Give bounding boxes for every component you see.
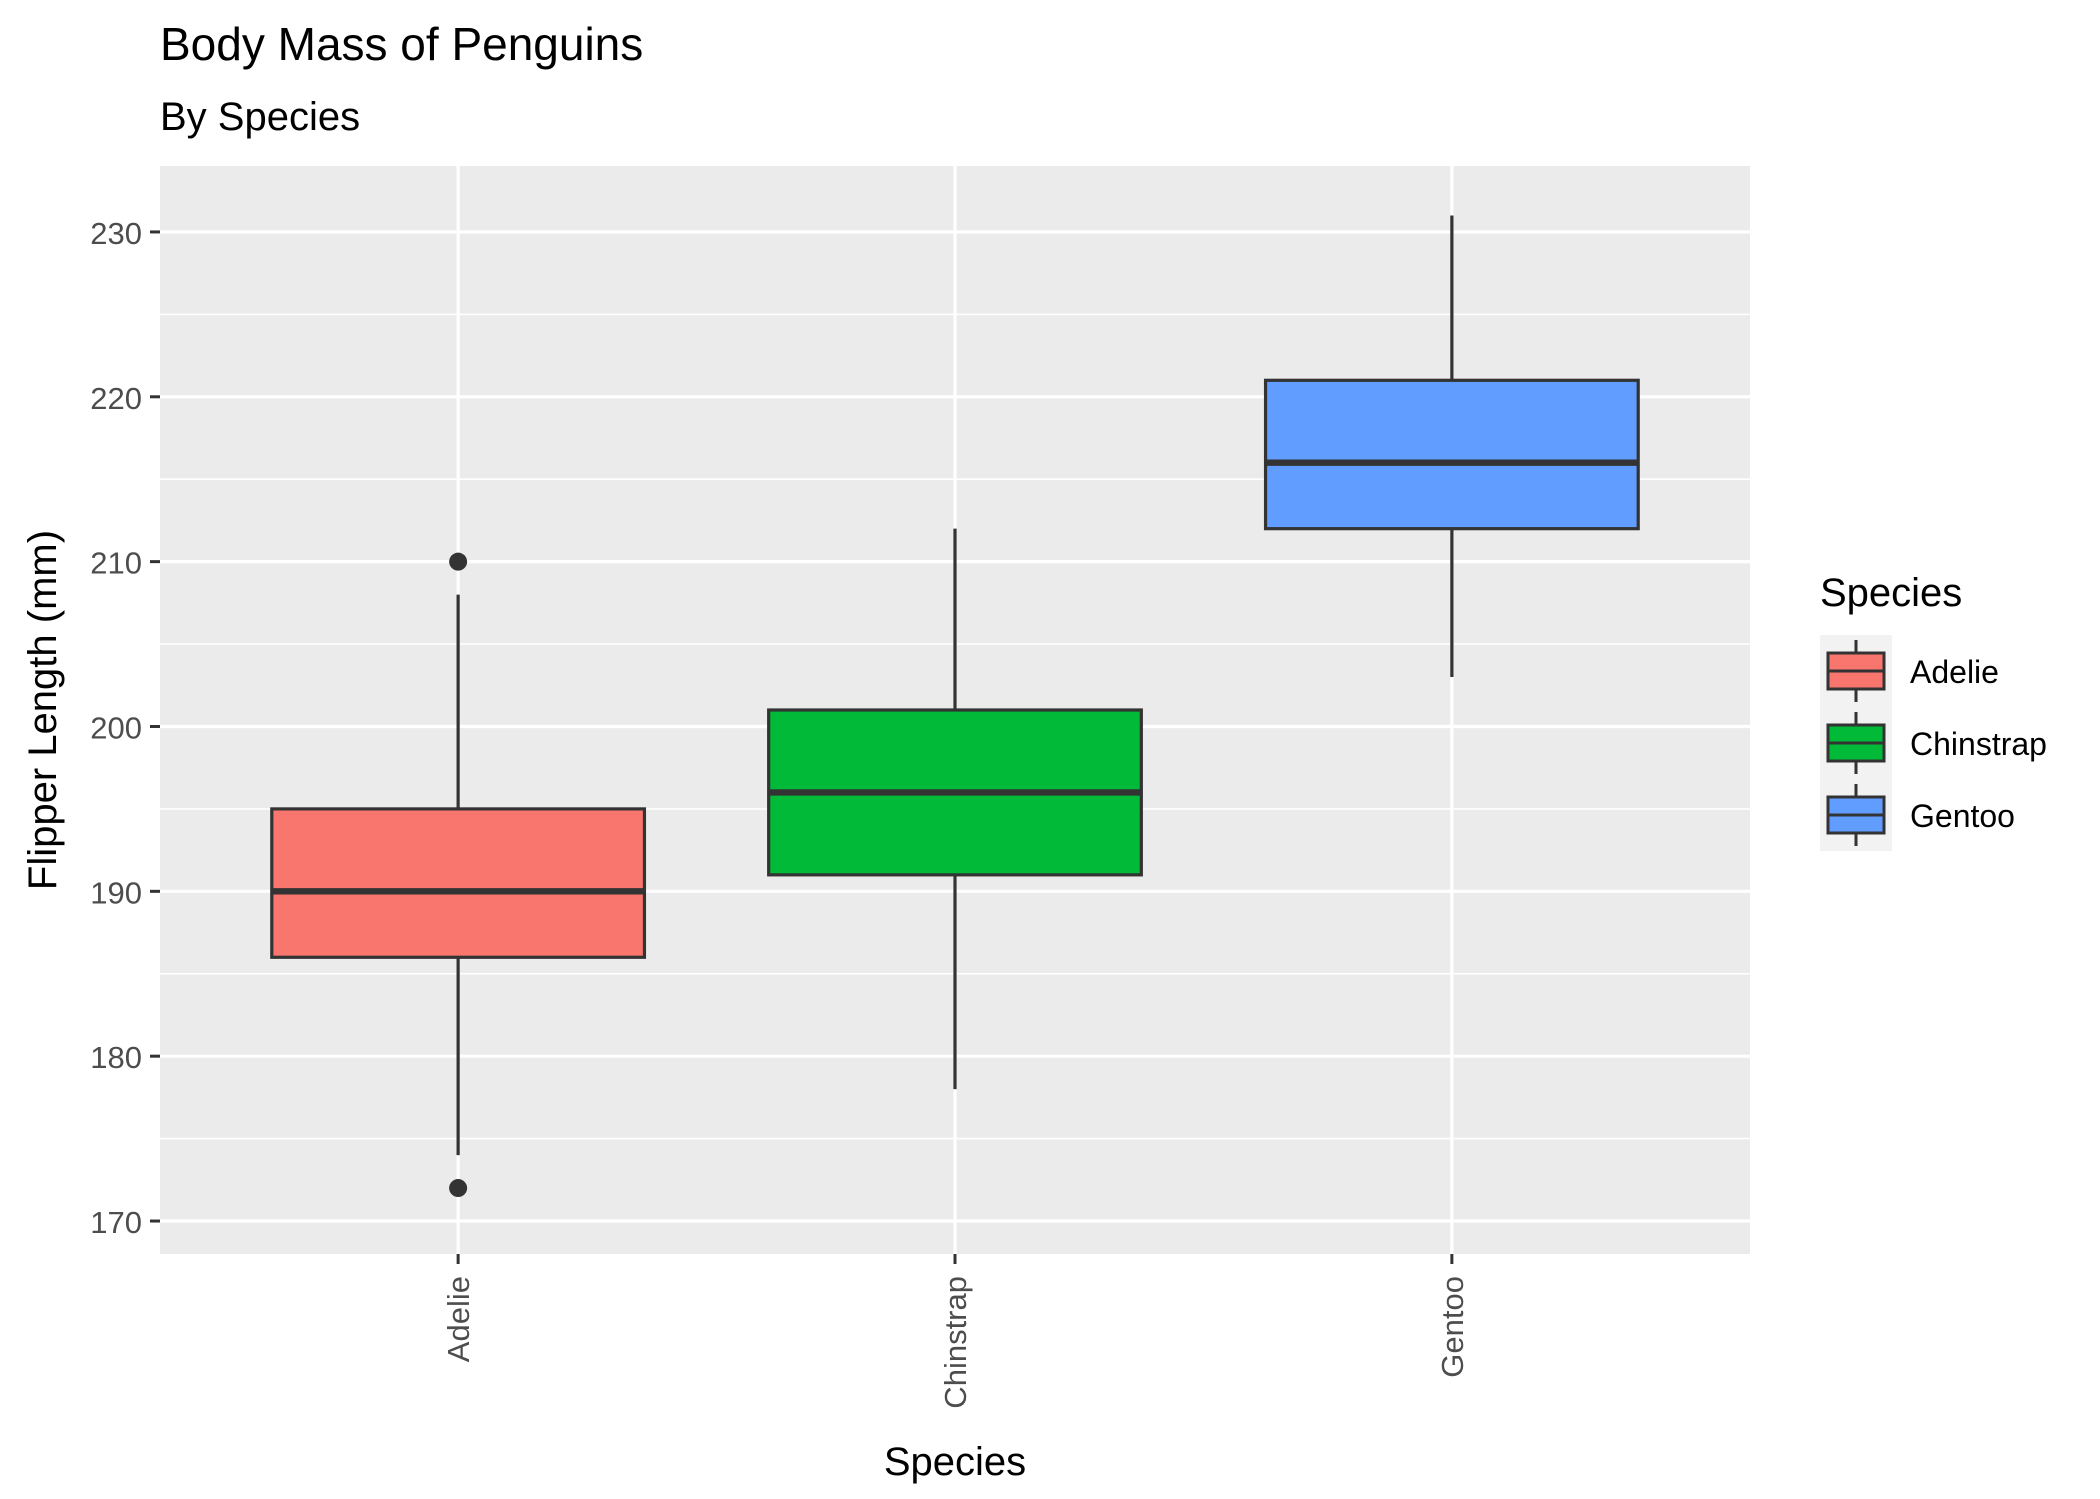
box-chinstrap	[767, 528, 1143, 1090]
box-series	[270, 215, 1640, 1198]
y-axis: 170 180 190 200 210 220 230	[90, 216, 160, 1240]
x-axis-title: Species	[884, 1440, 1026, 1484]
legend: Species Adelie Chinstrap Gentoo	[1820, 571, 2047, 851]
legend-title: Species	[1820, 571, 1962, 615]
y-tick-label: 200	[90, 710, 142, 745]
outlier-point	[449, 1179, 468, 1198]
legend-label: Chinstrap	[1910, 726, 2047, 762]
box-iqr	[1263, 378, 1640, 531]
y-tick-label: 190	[90, 875, 142, 910]
y-tick-label: 220	[90, 381, 142, 416]
x-tick-label: Gentoo	[1435, 1276, 1470, 1378]
legend-label: Gentoo	[1910, 798, 2015, 834]
box-adelie	[270, 552, 647, 1198]
y-tick-label: 230	[90, 216, 142, 251]
chart-subtitle: By Species	[160, 95, 360, 139]
y-axis-title: Flipper Length (mm)	[21, 530, 65, 890]
y-tick-label: 180	[90, 1040, 142, 1075]
legend-label: Adelie	[1910, 654, 1999, 690]
box-gentoo	[1263, 215, 1640, 678]
x-tick-label: Adelie	[441, 1276, 476, 1362]
chart-title: Body Mass of Penguins	[160, 18, 643, 70]
y-tick-label: 210	[90, 546, 142, 581]
box-iqr	[270, 807, 647, 959]
legend-item-gentoo: Gentoo	[1820, 779, 2015, 851]
legend-item-chinstrap: Chinstrap	[1820, 707, 2047, 779]
y-tick-label: 170	[90, 1205, 142, 1240]
x-axis: Adelie Chinstrap Gentoo	[441, 1254, 1470, 1409]
outlier-point	[449, 552, 468, 571]
x-tick-label: Chinstrap	[938, 1276, 973, 1409]
legend-item-adelie: Adelie	[1820, 635, 1999, 707]
